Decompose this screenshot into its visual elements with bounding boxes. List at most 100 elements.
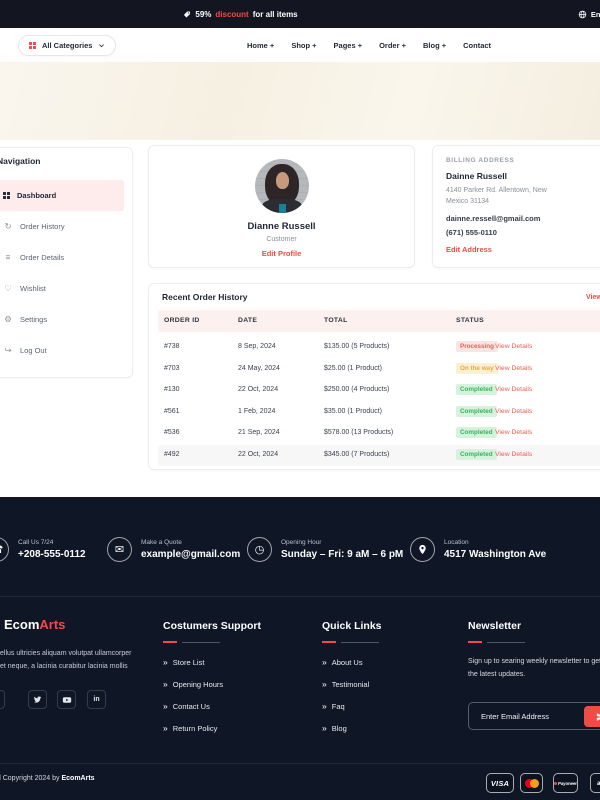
footer-link-blog[interactable]: » Blog [322, 724, 382, 733]
payment-affirm-badge: affirm [590, 773, 600, 793]
tag-icon [182, 10, 191, 19]
email-input[interactable] [469, 703, 579, 729]
sidebar-item-order-details[interactable]: ≡ Order Details [0, 242, 124, 273]
edit-address-link[interactable]: Edit Address [446, 244, 492, 254]
facebook-icon[interactable]: f [0, 690, 5, 709]
profile-name: Dianne Russell [247, 221, 316, 232]
linkedin-icon[interactable]: in [87, 690, 106, 709]
language-selector[interactable]: English [578, 0, 600, 28]
all-categories-button[interactable]: All Categories [18, 35, 117, 56]
footer-link-testimonial[interactable]: » Testimonial [322, 680, 382, 689]
dashboard-grid-icon [3, 192, 10, 199]
nav-item-home[interactable]: Home + [247, 40, 275, 50]
orders-title: Recent Order History [162, 292, 248, 302]
edit-profile-link[interactable]: Edit Profile [261, 249, 302, 258]
footer-link-return-policy[interactable]: » Return Policy [163, 724, 261, 733]
order-total: $25.00 (1 Product) [324, 364, 382, 372]
recent-orders-card: Recent Order History View All ORDER ID D… [148, 283, 600, 470]
sidebar-title: Navigation [0, 156, 41, 166]
sidebar-item-label: Order History [20, 222, 65, 231]
footer-divider [0, 596, 600, 597]
view-details-link[interactable]: View Details [495, 407, 533, 415]
contact-opening-hour: ◷ Opening Hour Sunday – Fri: 9 aM – 6 pM [247, 537, 403, 562]
nav-item-shop[interactable]: Shop + [291, 40, 317, 50]
contact-text: Opening Hour Sunday – Fri: 9 aM – 6 pM [281, 539, 403, 560]
order-date: 22 Oct, 2024 [238, 450, 279, 458]
pin-icon [410, 537, 435, 562]
order-row-703: #703 24 May, 2024 $25.00 (1 Product) On the… [158, 359, 600, 381]
sidebar-item-label: Dashboard [17, 191, 57, 200]
view-details-link[interactable]: View Details [495, 364, 533, 372]
order-row-536: #536 21 Sep, 2024 $578.00 (13 Products) Com… [158, 423, 600, 445]
view-details-link[interactable]: View Details [495, 450, 533, 458]
status-badge: On the way [456, 362, 498, 374]
mail-icon: ✉ [107, 537, 132, 562]
status-badge: Completed [456, 427, 497, 438]
footer-link-about-us[interactable]: » About Us [322, 658, 382, 667]
double-chevron-icon: » [163, 701, 168, 712]
contact-location: Location 4517 Washington Ave [410, 537, 546, 562]
sidebar-item-log-out[interactable]: ↪ Log Out [0, 335, 124, 366]
double-chevron-icon: » [322, 701, 327, 712]
chevron-down-icon [98, 42, 105, 49]
nav-item-order[interactable]: Order + [379, 40, 406, 50]
footer-links: » Store List » Opening Hours » Contact Us » Ret… [163, 658, 261, 733]
sidebar-item-order-history[interactable]: ↻ Order History [0, 211, 124, 242]
copyright-brand: EcomArts [61, 775, 95, 782]
contact-value: Sunday – Fri: 9 aM – 6 pM [281, 549, 404, 560]
billing-heading: BILLING ADDRESS [446, 157, 515, 164]
promo-discount-word: discount [215, 9, 249, 19]
nav-item-pages[interactable]: Pages + [333, 40, 363, 50]
nav-item-blog[interactable]: Blog + [422, 40, 447, 50]
profile-role: Customer [266, 236, 297, 243]
sidebar-list: Dashboard ↻ Order History ≡ Order Details ♡ Wi… [0, 180, 132, 366]
contact-value: +208-555-0112 [18, 549, 86, 560]
footer-link-label: Blog [331, 724, 347, 733]
footer-link-label: About Us [331, 658, 363, 667]
footer-link-label: Opening Hours [172, 680, 224, 689]
footer-link-store-list[interactable]: » Store List [163, 658, 261, 667]
clock-icon: ◷ [247, 537, 272, 562]
footer-link-label: Faq [331, 702, 345, 711]
footer-link-label: Store List [172, 658, 205, 667]
nav-item-contact[interactable]: Contact [463, 40, 492, 50]
order-id: #492 [164, 450, 180, 458]
order-id: #536 [164, 429, 180, 436]
twitter-icon[interactable] [28, 690, 47, 709]
view-all-link[interactable]: View All [586, 294, 600, 301]
order-date: 8 Sep, 2024 [238, 343, 276, 350]
newsletter-text: Sign up to searing weekly newsletter to … [468, 658, 600, 678]
sidebar-item-wishlist[interactable]: ♡ Wishlist [0, 273, 124, 304]
logout-icon: ↪ [4, 345, 12, 356]
sidebar-item-settings[interactable]: ⚙ Settings [0, 304, 124, 335]
newsletter-send-button[interactable] [584, 706, 600, 727]
column-date: DATE [238, 317, 258, 324]
sidebar-item-dashboard[interactable]: Dashboard [0, 180, 124, 211]
footer-link-label: Testimonial [331, 680, 370, 689]
language-label: English [590, 9, 600, 19]
footer-link-faq[interactable]: » Faq [322, 702, 382, 711]
double-chevron-icon: » [163, 723, 168, 734]
footer-link-opening-hours[interactable]: » Opening Hours [163, 680, 261, 689]
copyright-prefix: All Copyright 2024 by [0, 775, 60, 782]
view-details-link[interactable]: View Details [495, 386, 533, 393]
heading-underline [163, 641, 261, 643]
order-id: #738 [164, 343, 180, 350]
view-details-link[interactable]: View Details [495, 429, 533, 436]
footer-link-contact-us[interactable]: » Contact Us [163, 702, 261, 711]
footer-column-newsletter: Newsletter Sign up to searing weekly new… [468, 620, 600, 730]
footer-description-line: et neque, a lacinia curabitur lacinia mo… [0, 662, 128, 670]
contact-text: Call Us 7/24 +208-555-0112 [18, 539, 86, 560]
top-promo-bar: 59% discount for all items English [0, 0, 600, 28]
orders-table-header: ORDER ID DATE TOTAL STATUS [158, 310, 600, 332]
contact-make-a-quote: ✉ Make a Quote example@gmail.com [107, 537, 240, 562]
column-status: STATUS [456, 317, 484, 324]
billing-name: Dainne Russell [446, 171, 507, 181]
view-details-link[interactable]: View Details [495, 343, 533, 350]
sidebar-navigation-card: Navigation Dashboard ↻ Order History ≡ Order… [0, 147, 133, 378]
youtube-icon[interactable] [57, 690, 76, 709]
payment-mastercard-badge [520, 773, 543, 793]
contact-value: example@gmail.com [141, 549, 241, 560]
copyright-text: All Copyright 2024 by EcomArts [0, 775, 95, 782]
